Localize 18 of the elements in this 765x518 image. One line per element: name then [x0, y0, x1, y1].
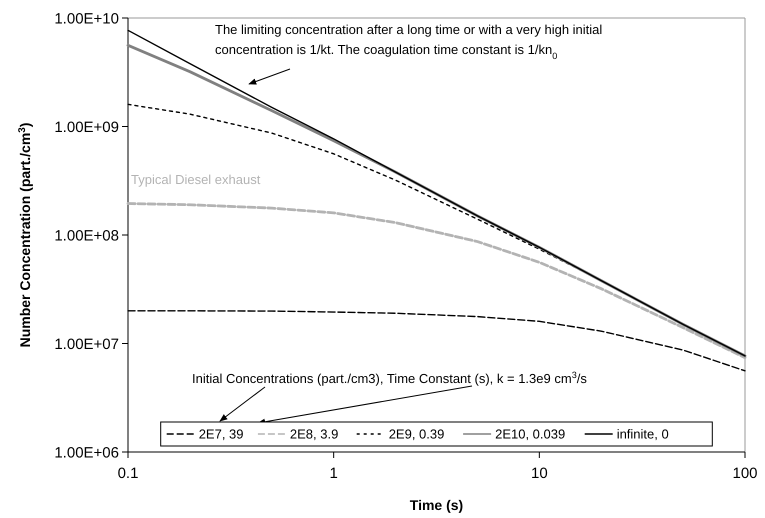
- y-tick-label: 1.00E+09: [54, 118, 119, 136]
- x-tick-label: 0.1: [118, 465, 138, 482]
- y-tick-label: 1.00E+08: [54, 227, 119, 244]
- x-tick-label: 10: [530, 465, 548, 482]
- x-tick-label: 100: [732, 465, 758, 482]
- annotation: The limiting concentration after a long time or with a very high initial concentration is 1/kt. The coagulation time constant is 1/kn$_{0}$: [215, 22, 602, 61]
- y-tick-label: 1.00E+06: [54, 444, 119, 462]
- legend-label: 2E10, 0.039: [495, 426, 566, 442]
- legend-label: 2E7, 39: [198, 426, 244, 442]
- y-tick-label: 1.00E+07: [54, 336, 119, 353]
- legend-label: 2E9, 0.39: [388, 426, 444, 442]
- annotation: Initial Concentrations (part./cm3), Time Constant (s), k = 1.3e9 cm$^{3}$/s: [192, 370, 588, 386]
- x-axis-title: Time (s): [410, 497, 464, 513]
- y-tick-label: 1.00E+10: [54, 10, 119, 28]
- annotation: Typical Diesel exhaust: [131, 172, 261, 187]
- x-tick-label: 1: [329, 465, 338, 482]
- legend-label: 2E8, 3.9: [290, 426, 338, 442]
- legend-label: infinite, 0: [616, 426, 669, 442]
